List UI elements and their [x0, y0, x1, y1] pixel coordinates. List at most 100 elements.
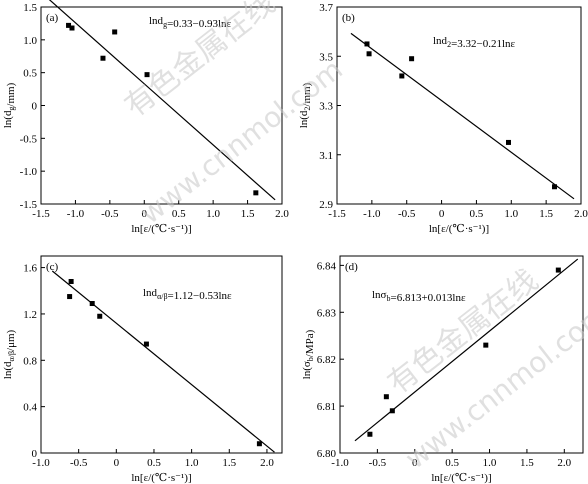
- data-point: [389, 408, 395, 414]
- fit-line: [48, 0, 276, 201]
- data-point: [505, 139, 511, 145]
- x-tick-label: 0: [142, 208, 148, 220]
- regression-equation: lnd2=3.32−0.21lnε: [433, 35, 516, 50]
- plot-frame: [40, 255, 283, 454]
- x-tick-label: 1.0: [206, 208, 220, 220]
- regression-equation: lndg=0.33−0.93lnε: [149, 15, 232, 30]
- x-tick-label: 1.0: [185, 457, 199, 469]
- x-tick-label: 2.0: [275, 208, 289, 220]
- y-tick-label: 0.5: [23, 68, 37, 80]
- y-tick-label: 1.2: [23, 309, 37, 321]
- x-tick-label: 0.5: [172, 208, 186, 220]
- x-tick-label: 2.0: [574, 208, 588, 220]
- data-point: [66, 22, 72, 28]
- x-tick-label: -0.5: [70, 457, 88, 469]
- y-tick-label: 3.7: [319, 2, 333, 14]
- x-tick-label: -1.0: [363, 208, 381, 220]
- data-point: [112, 29, 118, 35]
- x-tick-label: 1.5: [539, 208, 553, 220]
- y-tick-label: -1.5: [20, 199, 38, 211]
- panel-label: (c): [46, 261, 59, 273]
- y-axis-title: ln(d2/mm): [298, 82, 313, 128]
- x-tick-label: -0.5: [369, 457, 387, 469]
- y-tick-label: 0.8: [23, 355, 37, 367]
- y-tick-label: 6.83: [317, 307, 337, 319]
- plot-frame: [336, 6, 582, 205]
- x-tick-label: 0: [114, 457, 120, 469]
- x-tick-label: -1.0: [331, 457, 349, 469]
- data-point: [383, 394, 389, 400]
- x-tick-label: 1.5: [241, 208, 255, 220]
- y-tick-label: 6.82: [317, 354, 336, 366]
- x-tick-label: -1.0: [67, 208, 85, 220]
- y-tick-label: 6.81: [317, 401, 336, 413]
- chart-panel-2: -1.5 -1.0 -0.5 0 0.5 1.0 1.5 2.0 2.9 3.1 3.3 3.5 3.7…: [298, 2, 588, 235]
- data-point: [253, 190, 259, 196]
- y-tick-label: 2.9: [319, 199, 333, 211]
- x-tick-label: 2.0: [260, 457, 274, 469]
- data-point: [364, 41, 370, 47]
- x-axis-title: ln[ε/(℃·s⁻¹)]: [131, 223, 191, 235]
- fit-line: [51, 270, 275, 453]
- data-point: [89, 301, 95, 307]
- data-point: [555, 267, 561, 273]
- x-tick-label: -1.5: [328, 208, 346, 220]
- y-axis-title: ln(σb/MPa): [301, 329, 316, 379]
- chart-panel-1: -1.5 -1.0 -0.5 0 0.5 1.0 1.5 2.0 -1.5 -1.0 -0.5 0 0.…: [2, 0, 289, 235]
- y-tick-label: 1.5: [23, 2, 37, 14]
- x-tick-label: 0.5: [470, 208, 484, 220]
- data-point: [97, 313, 103, 319]
- panel-label: (d): [345, 261, 358, 273]
- x-tick-label: 1.0: [504, 208, 518, 220]
- y-tick-label: -1.0: [20, 166, 38, 178]
- data-point: [366, 51, 372, 57]
- y-tick-label: -0.5: [20, 133, 38, 145]
- x-tick-label: 0.5: [445, 457, 459, 469]
- x-axis-title: ln[ε/(℃·s⁻¹)]: [431, 472, 491, 484]
- regression-equation: lndα/β=1.12−0.53lnε: [143, 287, 232, 302]
- y-tick-label: 1.6: [23, 263, 37, 275]
- panel-label: (a): [46, 12, 59, 24]
- y-tick-label: 1.0: [23, 35, 37, 47]
- x-tick-label: -0.5: [398, 208, 416, 220]
- y-tick-label: 3.3: [319, 101, 333, 113]
- y-axis-title: ln(dα/β/μm): [2, 329, 17, 379]
- panel-label: (b): [342, 12, 355, 24]
- data-point: [409, 56, 415, 62]
- x-tick-label: 1.5: [520, 457, 534, 469]
- x-tick-label: 1.5: [222, 457, 236, 469]
- data-point: [143, 341, 149, 347]
- x-tick-label: 0.5: [147, 457, 161, 469]
- x-axis-title: ln[ε/(℃·s⁻¹)]: [429, 223, 489, 235]
- x-tick-label: -0.5: [101, 208, 119, 220]
- y-tick-label: 0.4: [23, 402, 37, 414]
- chart-panel-3: -1.0 -0.5 0 0.5 1.0 1.5 2.0 0 0.4 0.8 1.2 1.6 (c) lnd…: [2, 255, 283, 484]
- chart-panel-4: -1.0 -0.5 0 0.5 1.0 1.5 2.0 6.80 6.81 6.82 6.83 6.8…: [301, 255, 584, 484]
- data-point: [67, 294, 73, 300]
- x-tick-label: 0: [412, 457, 418, 469]
- y-tick-label: 3.5: [319, 51, 333, 63]
- x-tick-label: -1.5: [32, 208, 50, 220]
- y-tick-label: 0: [32, 448, 38, 460]
- data-point: [68, 278, 74, 284]
- y-tick-label: 3.1: [319, 150, 333, 162]
- x-tick-label: -1.0: [32, 457, 50, 469]
- y-axis-title: ln(dg/mm): [2, 82, 17, 128]
- y-tick-label: 6.80: [317, 448, 337, 460]
- fit-line: [350, 32, 575, 200]
- y-tick-label: 0: [32, 101, 38, 113]
- x-tick-label: 0: [439, 208, 445, 220]
- regression-equation: lnσb=6.813+0.013lnε: [372, 289, 466, 304]
- data-point: [100, 55, 106, 61]
- data-point: [144, 72, 150, 78]
- x-tick-label: 2.0: [557, 457, 571, 469]
- x-tick-label: 1.0: [483, 457, 497, 469]
- data-point: [399, 73, 405, 79]
- data-point: [256, 441, 262, 447]
- y-tick-label: 6.84: [317, 260, 337, 272]
- x-axis-title: ln[ε/(℃·s⁻¹)]: [131, 472, 191, 484]
- plot-frame: [339, 255, 584, 454]
- data-point: [367, 431, 373, 437]
